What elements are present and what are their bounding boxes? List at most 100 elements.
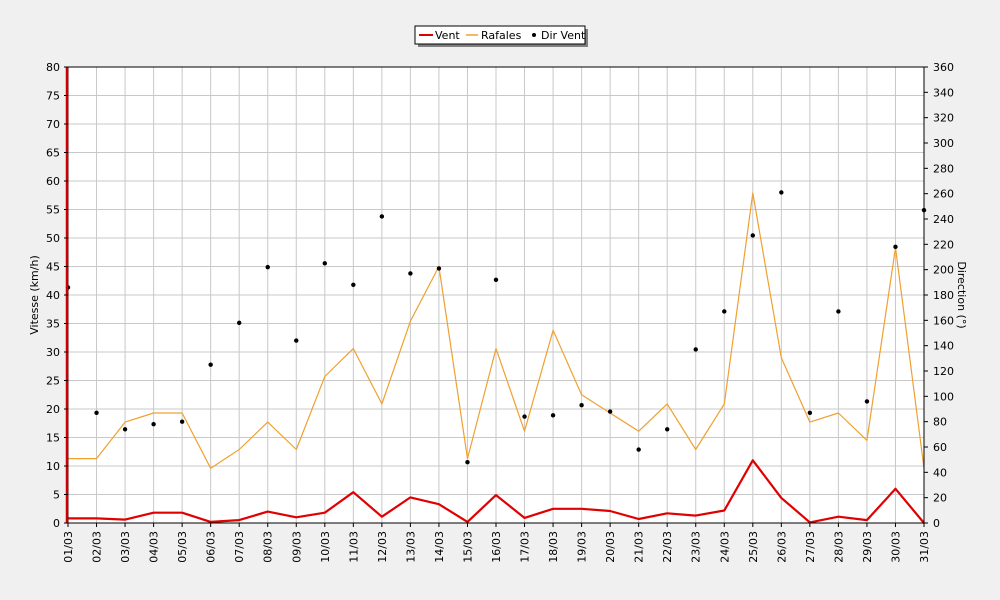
x-tick-label: 08/03 bbox=[262, 531, 275, 563]
x-tick-label: 05/03 bbox=[176, 531, 189, 563]
right-tick-label: 220 bbox=[933, 238, 954, 251]
dir-vent-point bbox=[179, 419, 185, 424]
left-tick-label: 40 bbox=[46, 289, 60, 302]
x-tick-label: 11/03 bbox=[347, 531, 360, 563]
vent-series-line bbox=[68, 459, 925, 524]
left-tick-label: 70 bbox=[46, 118, 60, 131]
left-tick-label: 5 bbox=[53, 489, 60, 502]
x-axis-ticks: 01/03 02/03 03/03 04/03 05/03 06/03 07/03 08/03… bbox=[62, 523, 931, 563]
right-tick-label: 20 bbox=[933, 492, 947, 505]
left-tick-label: 15 bbox=[46, 432, 60, 445]
x-tick-label: 28/03 bbox=[832, 531, 845, 563]
dir-vent-point bbox=[379, 214, 385, 219]
x-tick-label: 18/03 bbox=[547, 531, 560, 563]
x-tick-label: 26/03 bbox=[775, 531, 788, 563]
left-tick-label: 80 bbox=[46, 61, 60, 74]
right-tick-label: 200 bbox=[933, 264, 954, 277]
right-tick-label: 280 bbox=[933, 162, 954, 175]
left-tick-label: 25 bbox=[46, 375, 60, 388]
dir-vent-point bbox=[436, 266, 442, 271]
right-tick-label: 80 bbox=[933, 416, 947, 429]
x-tick-label: 13/03 bbox=[404, 531, 417, 563]
x-tick-label: 01/03 bbox=[62, 531, 75, 563]
right-tick-label: 340 bbox=[933, 86, 954, 99]
dir-vent-point bbox=[237, 320, 242, 326]
left-tick-label: 55 bbox=[46, 204, 60, 217]
dir-vent-point bbox=[893, 244, 898, 250]
x-tick-label: 07/03 bbox=[233, 531, 246, 563]
x-tick-label: 16/03 bbox=[490, 531, 503, 563]
x-tick-label: 14/03 bbox=[433, 531, 446, 563]
right-tick-label: 140 bbox=[933, 340, 954, 353]
dir-vent-point bbox=[779, 190, 784, 195]
right-axis-ticks: 0 20 40 60 80 100 120 140 160 180 200 220 240 260 280 3… bbox=[924, 61, 954, 530]
right-tick-label: 240 bbox=[933, 213, 954, 226]
dir-vent-point bbox=[122, 427, 128, 432]
dir-vent-point bbox=[807, 410, 813, 415]
left-tick-label: 60 bbox=[46, 175, 60, 188]
left-tick-label: 50 bbox=[46, 232, 60, 245]
legend-rafales-label: Rafales bbox=[481, 29, 522, 42]
left-tick-label: 45 bbox=[46, 261, 60, 274]
right-tick-label: 180 bbox=[933, 289, 954, 302]
x-tick-label: 24/03 bbox=[718, 531, 731, 563]
x-tick-label: 04/03 bbox=[148, 531, 161, 563]
x-tick-label: 17/03 bbox=[519, 531, 532, 563]
right-tick-label: 60 bbox=[933, 441, 947, 454]
left-tick-label: 35 bbox=[46, 318, 60, 331]
x-tick-label: 27/03 bbox=[804, 531, 817, 563]
left-tick-label: 20 bbox=[46, 403, 60, 416]
x-tick-label: 20/03 bbox=[604, 531, 617, 563]
dir-vent-point bbox=[864, 399, 870, 404]
x-tick-label: 23/03 bbox=[690, 531, 703, 563]
dir-vent-point bbox=[693, 347, 698, 352]
left-axis-ticks: 0 5 10 15 20 25 30 35 40 45 50 55 60 65 70 75 80 bbox=[46, 61, 68, 530]
series-layer bbox=[65, 190, 927, 524]
left-tick-label: 10 bbox=[46, 460, 60, 473]
x-tick-label: 03/03 bbox=[119, 531, 132, 563]
right-tick-label: 300 bbox=[933, 137, 954, 150]
x-tick-label: 02/03 bbox=[91, 531, 104, 563]
x-tick-label: 15/03 bbox=[461, 531, 474, 563]
legend-vent-label: Vent bbox=[435, 29, 460, 42]
x-tick-label: 21/03 bbox=[633, 531, 646, 563]
dir-vent-point bbox=[750, 233, 755, 238]
dir-vent-point bbox=[465, 460, 470, 465]
dir-vent-point bbox=[579, 403, 584, 408]
legend-box bbox=[414, 25, 586, 45]
dir-vent-point bbox=[94, 410, 99, 415]
dir-vent-point bbox=[722, 309, 727, 314]
dir-vent-point bbox=[607, 409, 613, 414]
dir-vent-point bbox=[208, 362, 213, 367]
legend: Vent Rafales Dir Vent bbox=[414, 25, 588, 47]
left-tick-label: 30 bbox=[46, 346, 60, 359]
left-tick-label: 65 bbox=[46, 147, 60, 160]
x-tick-label: 06/03 bbox=[205, 531, 218, 563]
dir-vent-point bbox=[351, 282, 356, 288]
left-tick-label: 75 bbox=[46, 90, 60, 103]
right-axis-title: Direction (°) bbox=[955, 261, 968, 328]
dir-vent-point bbox=[665, 427, 670, 432]
right-tick-label: 160 bbox=[933, 314, 954, 327]
dir-vent-point bbox=[493, 277, 499, 282]
right-tick-label: 320 bbox=[933, 112, 954, 125]
right-tick-label: 260 bbox=[933, 188, 954, 201]
right-tick-label: 120 bbox=[933, 365, 954, 378]
dir-vent-point bbox=[265, 264, 270, 270]
legend-dirvent-swatch bbox=[532, 33, 536, 37]
dir-vent-point bbox=[522, 414, 527, 419]
rafales-series-line bbox=[68, 192, 925, 469]
dir-vent-point bbox=[151, 422, 156, 427]
x-tick-label: 29/03 bbox=[861, 531, 874, 563]
left-tick-label: 0 bbox=[53, 517, 60, 530]
left-axis-title: Vitesse (km/h) bbox=[28, 255, 41, 335]
x-tick-label: 31/03 bbox=[918, 531, 931, 563]
x-tick-label: 09/03 bbox=[290, 531, 303, 563]
right-tick-label: 100 bbox=[933, 390, 954, 403]
dir-vent-point bbox=[408, 271, 413, 276]
x-tick-label: 22/03 bbox=[661, 531, 674, 563]
x-tick-label: 30/03 bbox=[889, 531, 902, 563]
dir-vent-point bbox=[636, 447, 641, 452]
